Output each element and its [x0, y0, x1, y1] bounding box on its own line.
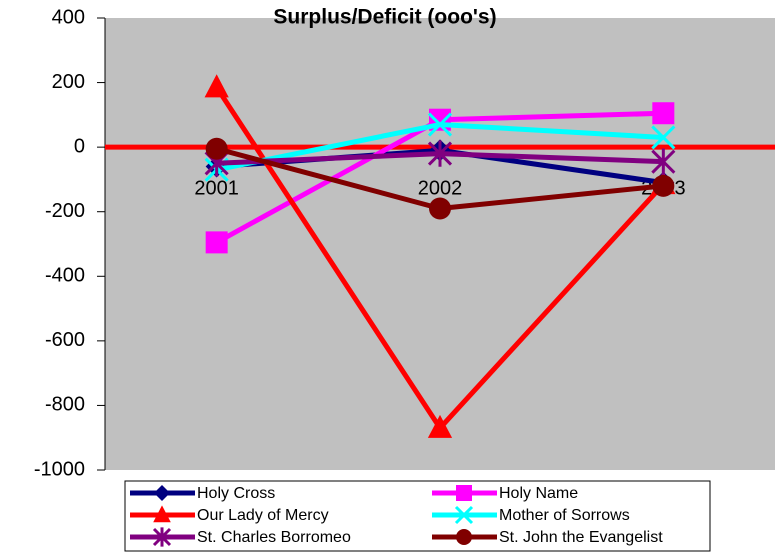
legend-label: Holy Name [499, 485, 578, 502]
y-tick-label: 0 [74, 135, 85, 157]
y-tick-label: -600 [45, 329, 85, 351]
marker [651, 125, 676, 150]
y-tick-label: 200 [52, 71, 85, 93]
y-tick-label: -400 [45, 265, 85, 287]
marker [427, 414, 453, 438]
y-tick-label: -1000 [34, 458, 85, 480]
marker [154, 485, 170, 501]
x-tick-label: 2001 [194, 177, 239, 199]
legend-box [124, 480, 711, 552]
x-tick-label: 2002 [418, 177, 463, 199]
marker [651, 148, 676, 175]
marker [204, 74, 229, 98]
marker [652, 174, 675, 197]
y-tick-label: -200 [45, 200, 85, 222]
marker [205, 231, 228, 254]
chart-title: Surplus/Deficit (ooo's) [273, 6, 496, 29]
y-tick-label: 400 [52, 6, 85, 28]
marker [427, 140, 453, 167]
marker [427, 112, 453, 137]
legend-label: Holy Cross [197, 485, 275, 502]
series-layer [204, 74, 676, 438]
marker [652, 102, 675, 125]
marker [429, 197, 451, 220]
marker [454, 505, 474, 525]
marker [152, 527, 172, 547]
marker [456, 485, 472, 501]
legend-label: Our Lady of Mercy [197, 507, 329, 524]
marker [153, 505, 171, 523]
marker [205, 137, 228, 160]
legend-label: St. Charles Borromeo [197, 529, 351, 546]
marker [456, 529, 472, 545]
legend-label: Mother of Sorrows [499, 507, 630, 524]
legend-label: St. John the Evangelist [499, 529, 663, 546]
y-tick-label: -800 [45, 394, 85, 416]
plot-background [105, 18, 775, 470]
plot-area: -1000-800-600-400-2000200400200120022003 [34, 6, 775, 480]
legend: Holy Cross Holy Name Our Lady of Mercy Moth… [130, 485, 663, 547]
